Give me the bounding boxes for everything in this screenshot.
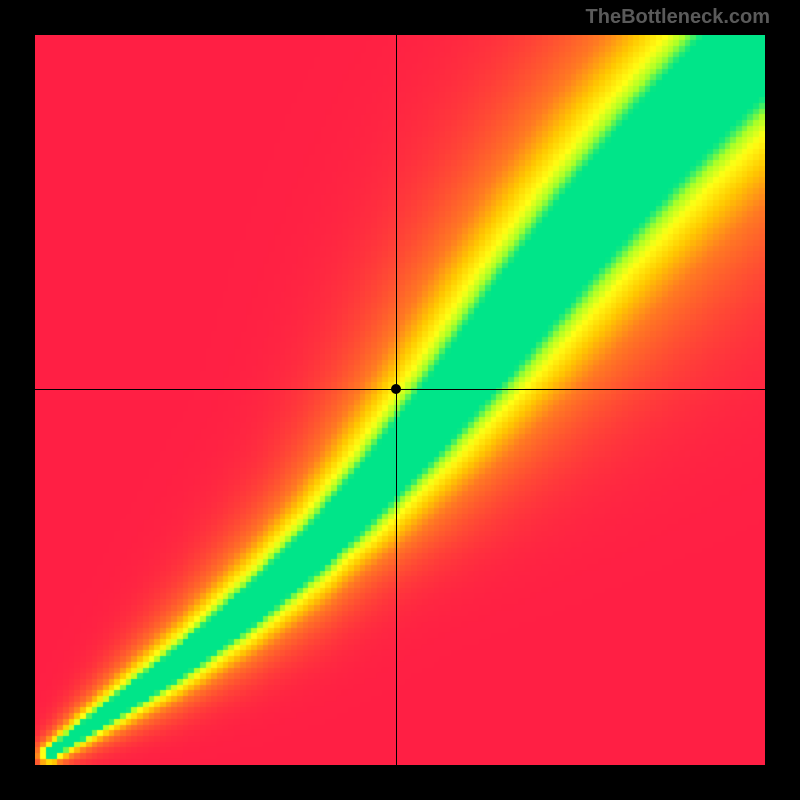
data-point-marker	[391, 384, 401, 394]
bottleneck-heatmap	[35, 35, 765, 765]
watermark-text: TheBottleneck.com	[586, 6, 770, 29]
crosshair-vertical	[396, 35, 397, 765]
heatmap-canvas	[35, 35, 765, 765]
